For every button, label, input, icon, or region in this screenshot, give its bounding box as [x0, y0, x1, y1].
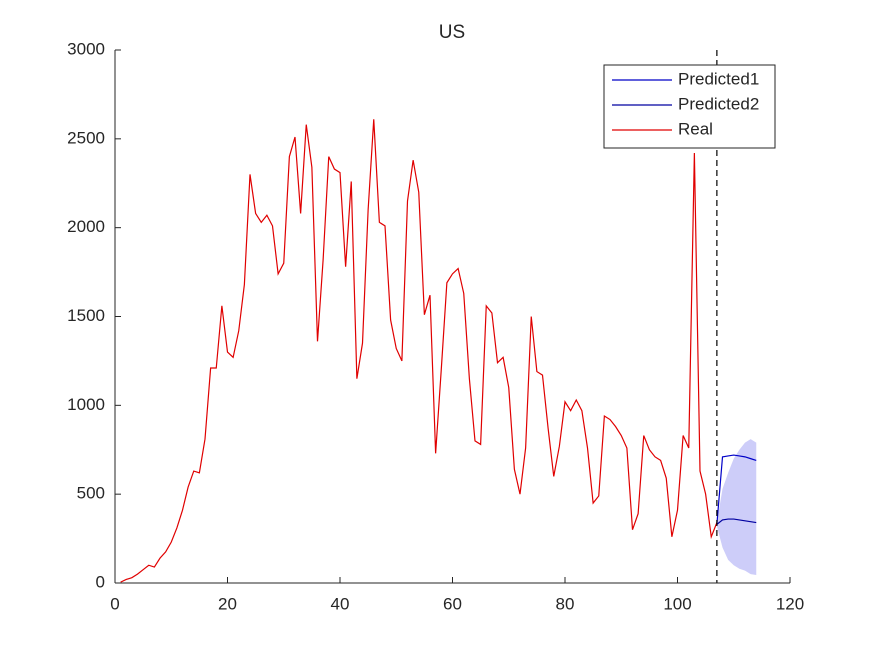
y-tick-label: 1500 — [67, 306, 105, 325]
y-tick-label: 2000 — [67, 217, 105, 236]
legend-label: Real — [678, 119, 713, 138]
prediction-band — [716, 439, 757, 576]
x-tick-label: 20 — [218, 594, 237, 613]
y-tick-label: 3000 — [67, 39, 105, 58]
x-tick-label: 80 — [556, 594, 575, 613]
y-tick-label: 0 — [96, 572, 105, 591]
x-tick-label: 60 — [443, 594, 462, 613]
y-tick-label: 2500 — [67, 128, 105, 147]
legend-label: Predicted1 — [678, 69, 759, 88]
x-tick-label: 40 — [331, 594, 350, 613]
legend-label: Predicted2 — [678, 94, 759, 113]
legend-box — [603, 64, 776, 149]
x-tick-label: 100 — [663, 594, 691, 613]
x-tick-label: 0 — [110, 594, 119, 613]
chart-title: US — [439, 22, 465, 43]
x-tick-label: 120 — [776, 594, 804, 613]
line — [716, 454, 757, 525]
y-tick-label: 1000 — [67, 395, 105, 414]
line — [120, 119, 718, 583]
line — [716, 518, 757, 525]
y-tick-label: 500 — [77, 484, 105, 503]
